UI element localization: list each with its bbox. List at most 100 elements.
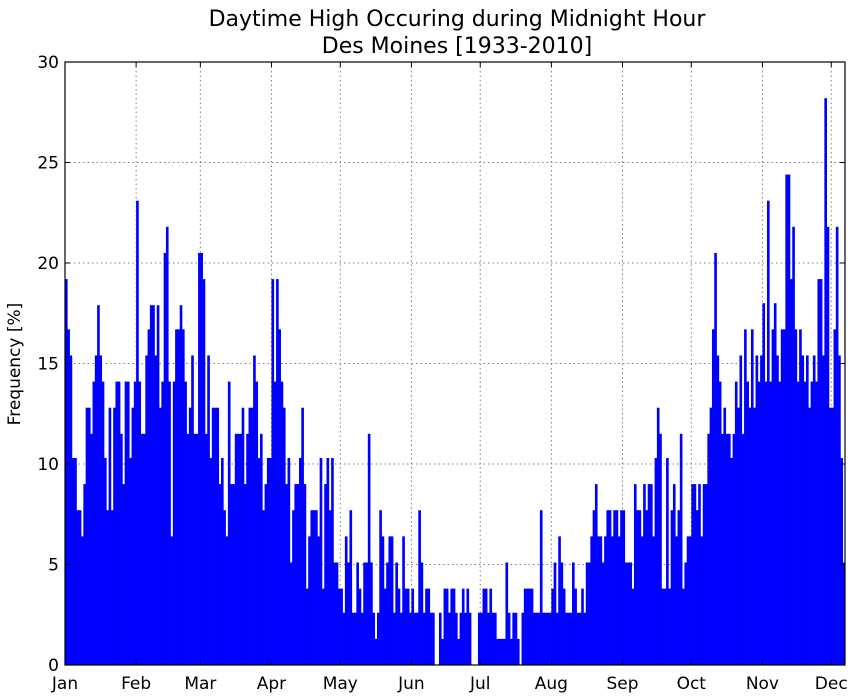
bar-day-138 (379, 510, 382, 665)
bar-day-104 (301, 407, 304, 665)
bar-day-242 (617, 536, 621, 665)
bar-day-19 (106, 510, 109, 665)
bar-day-17 (101, 381, 105, 665)
bar-day-30 (131, 407, 135, 665)
bar-day-147 (399, 612, 403, 665)
bar-day-135 (372, 612, 376, 665)
bar-day-309 (771, 329, 775, 665)
bar-day-215 (555, 612, 559, 665)
bar-day-235 (601, 562, 605, 665)
bar-day-32 (136, 200, 139, 665)
bar-day-195 (510, 638, 513, 665)
bar-day-39 (152, 305, 155, 665)
bar-day-130 (360, 612, 364, 665)
bar-day-160 (429, 612, 433, 665)
bar-day-69 (221, 457, 224, 665)
bar-day-333 (826, 226, 830, 665)
bar-day-122 (342, 612, 346, 665)
bar-day-120 (338, 588, 341, 665)
bar-day-66 (214, 407, 217, 665)
bar-day-283 (711, 329, 715, 665)
bar-day-139 (381, 536, 385, 665)
bar-day-229 (588, 562, 591, 665)
bar-day-254 (645, 510, 649, 665)
xtick-label-Oct: Oct (677, 674, 707, 694)
bar-day-149 (404, 588, 408, 665)
bar-day-79 (243, 484, 247, 665)
bar-day-282 (709, 407, 713, 665)
bar-day-337 (835, 226, 839, 665)
bar-day-216 (558, 536, 561, 665)
bar-day-319 (794, 329, 798, 665)
y-axis-label: Frequency [%] (5, 303, 25, 426)
bar-day-336 (833, 329, 837, 665)
bar-day-256 (650, 484, 653, 665)
bar-day-331 (822, 355, 825, 665)
bar-day-251 (638, 510, 642, 665)
bar-day-108 (310, 510, 314, 665)
bar-day-49 (175, 329, 178, 665)
bar-day-299 (748, 407, 752, 665)
bar-day-190 (498, 638, 502, 665)
bar-day-188 (494, 612, 497, 665)
bar-day-247 (629, 562, 632, 665)
bar-day-340 (842, 562, 846, 665)
bar-day-338 (838, 355, 841, 665)
bar-day-295 (739, 355, 743, 665)
bar-day-271 (684, 562, 688, 665)
bar-day-15 (97, 305, 100, 665)
tick-labels: 0 5 10 15 20 25 30 Jan Feb Mar Apr May Jun Jul Aug Sep O… (37, 53, 847, 694)
bar-day-31 (133, 381, 137, 665)
bar-day-26 (122, 484, 125, 665)
xtick-label-Dec: Dec (815, 674, 848, 694)
bar-day-144 (393, 612, 396, 665)
bar-day-56 (191, 355, 194, 665)
bar-day-110 (315, 510, 318, 665)
bar-day-123 (344, 536, 348, 665)
bar-day-181 (477, 612, 481, 665)
bar-day-324 (806, 355, 809, 665)
bar-day-270 (682, 588, 685, 665)
ytick-label-15: 15 (37, 355, 59, 375)
bar-day-258 (654, 457, 658, 665)
bar-day-145 (395, 562, 398, 665)
xtick-label-Mar: Mar (184, 674, 216, 694)
bar-day-175 (464, 612, 467, 665)
bar-day-60 (200, 252, 203, 665)
bar-day-217 (560, 562, 564, 665)
bar-day-307 (767, 200, 770, 665)
bar-day-14 (94, 355, 98, 665)
bar-day-133 (367, 433, 371, 665)
bar-day-244 (622, 510, 626, 665)
bar-day-272 (686, 536, 690, 665)
bar-day-64 (209, 457, 213, 665)
bar-day-114 (324, 484, 327, 665)
bar-day-91 (271, 279, 275, 665)
bar-day-339 (840, 457, 844, 665)
bar-day-315 (785, 174, 788, 665)
bar-day-85 (257, 457, 261, 665)
bar-day-112 (319, 457, 323, 665)
bar-day-294 (737, 407, 740, 665)
bar-day-239 (611, 536, 614, 665)
bar-day-306 (764, 381, 768, 665)
bar-day-204 (530, 588, 534, 665)
bar-day-155 (418, 510, 421, 665)
xtick-label-Jul: Jul (469, 674, 491, 694)
bar-day-27 (124, 381, 128, 665)
bar-day-159 (427, 588, 431, 665)
bar-day-224 (576, 612, 580, 665)
bar-day-167 (445, 588, 449, 665)
bar-day-231 (592, 510, 596, 665)
bar-day-259 (656, 407, 660, 665)
bar-day-269 (679, 433, 683, 665)
bar-day-308 (769, 381, 772, 665)
bar-day-287 (721, 433, 724, 665)
bar-day-276 (695, 510, 699, 665)
bar-day-198 (516, 638, 520, 665)
bar-day-226 (581, 588, 584, 665)
bar-day-156 (420, 562, 424, 665)
bar-day-38 (149, 305, 153, 665)
bar-day-9 (83, 484, 86, 665)
bar-day-280 (705, 484, 708, 665)
